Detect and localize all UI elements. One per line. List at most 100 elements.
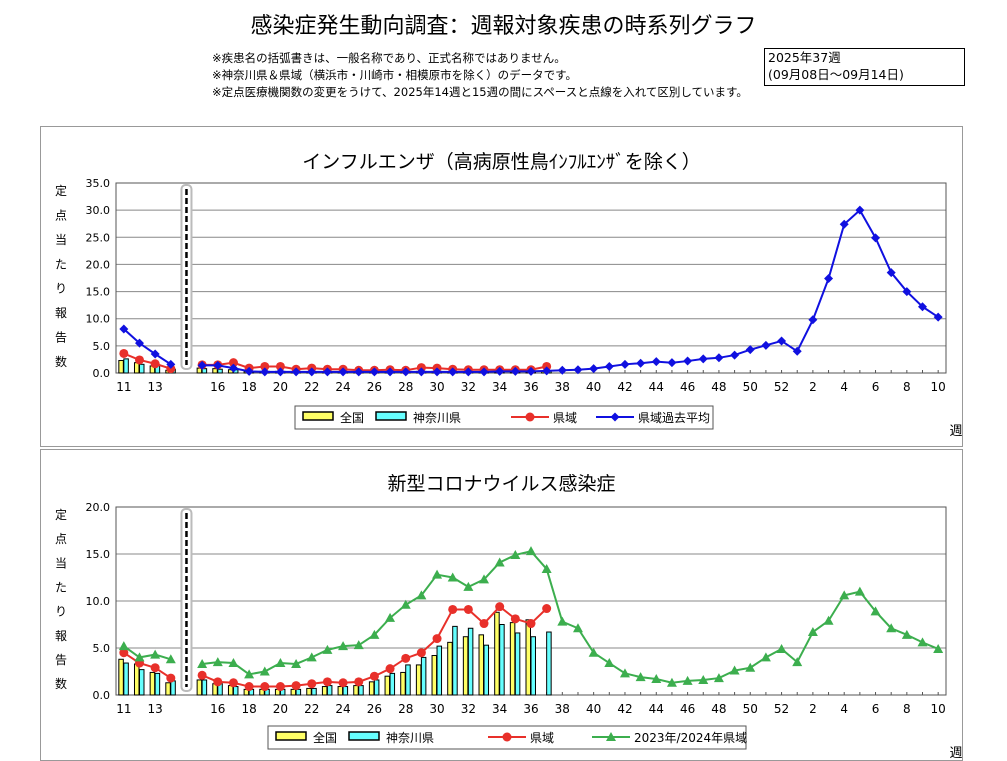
point-past_avg <box>824 274 834 284</box>
y-axis-label-char: 当 <box>55 556 67 570</box>
point-region <box>291 681 301 691</box>
legend-label: 県域 <box>530 731 554 745</box>
point-prev_season <box>541 564 552 574</box>
bar-kanagawa <box>546 631 552 696</box>
point-region <box>354 677 364 687</box>
point-past_avg <box>495 366 505 376</box>
x-tick-label: 30 <box>429 380 444 394</box>
point-prev_season <box>510 549 521 559</box>
point-prev_season <box>150 649 161 659</box>
point-region <box>228 678 238 688</box>
series-line-past_avg <box>123 328 172 366</box>
point-prev_season <box>244 669 255 679</box>
legend-swatch-national <box>275 731 307 741</box>
point-prev_season <box>526 546 536 556</box>
point-prev_season <box>275 658 286 668</box>
y-tick-label: 30.0 <box>86 204 111 217</box>
y-axis-label-char: 点 <box>55 532 67 546</box>
x-tick-label: 2 <box>809 380 817 394</box>
x-tick-label: 18 <box>241 702 256 716</box>
series-line-region <box>123 352 172 370</box>
legend-label: 県域過去平均 <box>638 411 710 425</box>
x-tick-label: 24 <box>335 702 350 716</box>
x-tick-label: 26 <box>367 380 382 394</box>
point-prev_season <box>291 658 302 668</box>
point-prev_season <box>134 652 145 662</box>
bar-national <box>494 611 500 696</box>
y-axis-label-char: り <box>55 282 67 296</box>
x-tick-label: 22 <box>304 702 319 716</box>
bar-national <box>353 685 359 696</box>
legend-marker-prev_season <box>606 732 616 741</box>
bar-kanagawa <box>358 685 364 696</box>
point-region <box>432 634 442 644</box>
point-prev_season <box>322 644 333 654</box>
x-tick-label: 48 <box>711 380 726 394</box>
point-prev_season <box>557 616 568 626</box>
bar-national <box>306 687 312 696</box>
legend-label: 2023年/2024年県域 <box>634 731 747 745</box>
bar-kanagawa <box>530 636 536 696</box>
x-tick-label: 46 <box>680 380 695 394</box>
bar-national <box>118 360 124 374</box>
y-axis-label-char: 数 <box>55 676 67 691</box>
point-past_avg <box>385 367 395 377</box>
x-tick-label: 16 <box>210 702 225 716</box>
point-prev_season <box>792 657 803 667</box>
bar-kanagawa <box>514 632 521 696</box>
point-region <box>322 677 332 687</box>
x-tick-label: 46 <box>680 702 695 716</box>
y-axis-label-char: た <box>55 257 67 271</box>
point-prev_season <box>463 581 474 591</box>
point-prev_season <box>651 674 662 684</box>
y-tick-label: 20.0 <box>86 258 111 271</box>
point-past_avg <box>197 360 207 370</box>
point-prev_season <box>823 615 834 625</box>
point-prev_season <box>385 612 396 622</box>
point-past_avg <box>761 340 771 350</box>
point-prev_season <box>713 673 724 683</box>
point-past_avg <box>589 364 599 374</box>
point-prev_season <box>698 674 709 684</box>
x-tick-label: 34 <box>492 702 507 716</box>
bar-national <box>415 664 422 696</box>
legend-marker-region <box>525 412 535 422</box>
bar-national <box>165 682 171 696</box>
y-tick-label: 20.0 <box>86 501 111 514</box>
x-tick-label: 16 <box>210 380 225 394</box>
notes: ※疾患名の括弧書きは、一般名称であり、正式名称ではありません。 ※神奈川県＆県域… <box>212 50 748 101</box>
point-region <box>166 673 176 683</box>
legend-marker-past_avg <box>610 412 620 422</box>
point-past_avg <box>479 367 489 377</box>
x-tick-label: 24 <box>335 380 350 394</box>
point-past_avg <box>808 315 818 325</box>
legend-label: 全国 <box>313 730 337 745</box>
bar-national <box>400 671 406 696</box>
bar-national <box>212 368 218 374</box>
y-tick-label: 25.0 <box>86 231 111 244</box>
point-prev_season <box>776 643 787 653</box>
bar-kanagawa <box>436 645 443 696</box>
point-prev_season <box>604 658 615 668</box>
bar-national <box>525 619 531 696</box>
x-tick-label: 42 <box>617 380 632 394</box>
point-region <box>338 678 348 688</box>
bar-national <box>290 688 297 696</box>
point-region <box>197 670 207 680</box>
y-axis-label-char: 点 <box>55 208 67 222</box>
point-region <box>369 671 379 681</box>
point-prev_season <box>416 590 427 600</box>
series-line-region <box>123 651 172 679</box>
bar-national <box>133 663 140 696</box>
point-past_avg <box>933 312 943 322</box>
point-past_avg <box>714 353 724 363</box>
legend-swatch-kanagawa <box>375 411 407 421</box>
x-tick-label: 44 <box>649 702 664 716</box>
legend-marker-region <box>502 732 512 742</box>
point-past_avg <box>745 345 755 355</box>
point-past_avg <box>291 367 301 377</box>
legend-swatch-national <box>302 411 334 421</box>
bar-national <box>337 686 344 696</box>
point-past_avg <box>777 336 787 346</box>
